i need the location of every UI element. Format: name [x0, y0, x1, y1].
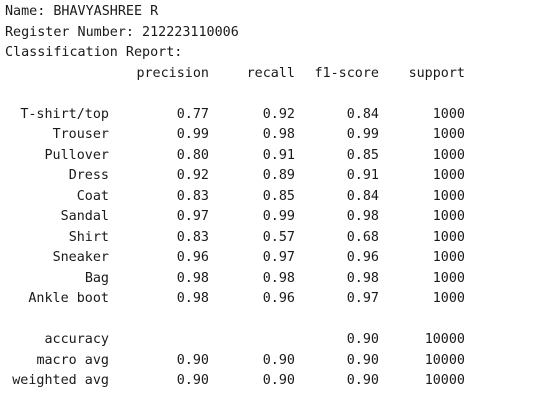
row-label: weighted avg — [12, 373, 109, 388]
precision-value: 0.92 — [176, 168, 209, 183]
precision-value: 0.77 — [176, 106, 209, 122]
class-row: Pullover 0.80 0.91 0.85 1000 — [5, 146, 545, 167]
precision-value: 0.97 — [176, 209, 209, 224]
report-header-row: precision recall f1-score support — [5, 64, 545, 85]
f1-score-value: 0.98 — [346, 209, 379, 224]
precision-value: 0.98 — [176, 291, 209, 306]
class-row: Coat 0.83 0.85 0.84 1000 — [5, 187, 545, 208]
recall-value: 0.85 — [262, 188, 295, 204]
summary-row: macro avg 0.90 0.90 0.90 10000 — [5, 351, 545, 372]
f1-score-value: 0.90 — [346, 332, 379, 347]
support-value: 1000 — [432, 209, 465, 224]
support-value: 1000 — [432, 127, 465, 142]
class-row: Dress 0.92 0.89 0.91 1000 — [5, 166, 545, 187]
support-value: 1000 — [432, 229, 465, 245]
row-label: Coat — [76, 188, 109, 204]
column-header-support: support — [408, 65, 465, 81]
class-row: Sneaker 0.96 0.97 0.96 1000 — [5, 248, 545, 269]
recall-value: 0.57 — [262, 229, 295, 245]
row-label: Trouser — [52, 127, 109, 142]
support-value: 1000 — [432, 168, 465, 183]
support-value: 10000 — [424, 332, 465, 347]
row-label: Ankle boot — [28, 291, 109, 306]
precision-value: 0.99 — [176, 127, 209, 142]
class-row: Sandal 0.97 0.99 0.98 1000 — [5, 207, 545, 228]
name-line: Name: BHAVYASHREE R — [5, 4, 159, 19]
f1-score-value: 0.98 — [346, 270, 379, 286]
summary-row: weighted avg 0.90 0.90 0.90 10000 — [5, 371, 545, 392]
f1-score-value: 0.97 — [346, 291, 379, 306]
recall-value: 0.90 — [262, 352, 295, 368]
f1-score-value: 0.91 — [346, 168, 379, 183]
support-value: 10000 — [424, 352, 465, 368]
row-label: T-shirt/top — [20, 106, 109, 122]
blank-line — [5, 84, 545, 105]
class-rows: T-shirt/top 0.77 0.92 0.84 1000 Trouser 0.99 0.… — [5, 105, 545, 310]
f1-score-value: 0.84 — [346, 106, 379, 122]
recall-value: 0.97 — [262, 250, 295, 265]
report-title: Classification Report: — [5, 45, 183, 60]
register-number-line: Register Number: 212223110006 — [5, 24, 239, 40]
summary-rows: accuracy 0.90 10000 macro avg 0.90 0.90 0.90 10… — [5, 330, 545, 392]
f1-score-value: 0.96 — [346, 250, 379, 265]
row-label: Sneaker — [52, 250, 109, 265]
row-label: macro avg — [36, 352, 109, 368]
class-row: T-shirt/top 0.77 0.92 0.84 1000 — [5, 105, 545, 126]
column-header-recall: recall — [246, 65, 295, 81]
column-header-precision: precision — [136, 65, 209, 81]
f1-score-value: 0.85 — [346, 147, 379, 163]
f1-score-value: 0.84 — [346, 188, 379, 204]
recall-value: 0.92 — [262, 106, 295, 122]
row-label: Dress — [68, 168, 109, 183]
class-row: Ankle boot 0.98 0.96 0.97 1000 — [5, 289, 545, 310]
console-output: Name: BHAVYASHREE R Register Number: 212… — [5, 2, 545, 392]
column-header-f1-score: f1-score — [314, 65, 380, 81]
row-label: Pullover — [44, 147, 110, 163]
row-label: Shirt — [68, 229, 109, 245]
precision-value: 0.83 — [176, 229, 209, 245]
precision-value: 0.90 — [176, 373, 209, 388]
summary-row: accuracy 0.90 10000 — [5, 330, 545, 351]
recall-value: 0.90 — [262, 373, 295, 388]
precision-value: 0.96 — [176, 250, 209, 265]
class-row: Trouser 0.99 0.98 0.99 1000 — [5, 125, 545, 146]
class-row: Bag 0.98 0.98 0.98 1000 — [5, 269, 545, 290]
f1-score-value: 0.99 — [346, 127, 379, 142]
support-value: 1000 — [432, 106, 465, 122]
recall-value: 0.98 — [262, 127, 295, 142]
recall-value: 0.96 — [262, 291, 295, 306]
precision-value: 0.98 — [176, 270, 209, 286]
f1-score-value: 0.90 — [346, 352, 379, 368]
support-value: 10000 — [424, 373, 465, 388]
precision-value: 0.80 — [176, 147, 209, 163]
support-value: 1000 — [432, 188, 465, 204]
recall-value: 0.89 — [262, 168, 295, 183]
support-value: 1000 — [432, 291, 465, 306]
recall-value: 0.91 — [262, 147, 295, 163]
row-label: Sandal — [60, 209, 109, 224]
recall-value: 0.98 — [262, 270, 295, 286]
row-label: accuracy — [44, 332, 110, 347]
support-value: 1000 — [432, 147, 465, 163]
f1-score-value: 0.90 — [346, 373, 379, 388]
recall-value: 0.99 — [262, 209, 295, 224]
f1-score-value: 0.68 — [346, 229, 379, 245]
support-value: 1000 — [432, 250, 465, 265]
support-value: 1000 — [432, 270, 465, 286]
class-row: Shirt 0.83 0.57 0.68 1000 — [5, 228, 545, 249]
blank-line — [5, 310, 545, 331]
row-label: Bag — [84, 270, 109, 286]
precision-value: 0.90 — [176, 352, 209, 368]
precision-value: 0.83 — [176, 188, 209, 204]
